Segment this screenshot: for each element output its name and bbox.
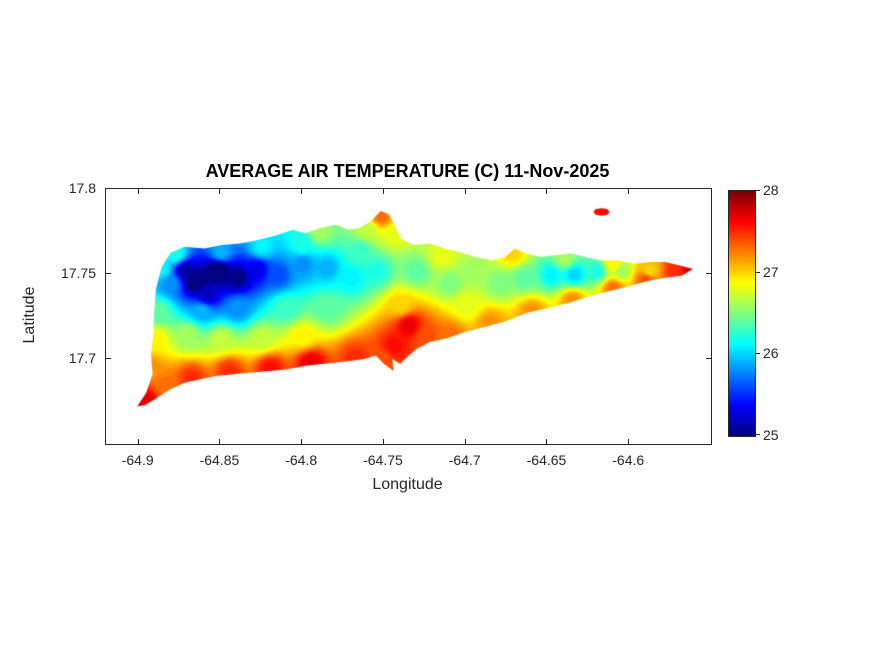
x-tick-mark [464, 439, 466, 444]
colorbar [728, 190, 756, 437]
colorbar-tick-mark [756, 434, 760, 435]
y-tick-mark [706, 188, 711, 189]
chart-title: AVERAGE AIR TEMPERATURE (C) 11-Nov-2025 [205, 161, 610, 181]
colorbar-canvas [729, 191, 755, 436]
x-tick-mark [546, 189, 548, 194]
colorbar-tick-label: 28 [763, 182, 779, 198]
colorbar-tick-mark [756, 190, 760, 191]
colorbar-tick-label: 26 [763, 345, 779, 362]
colorbar-tick-mark [756, 353, 760, 355]
colorbar-tick-mark [756, 271, 760, 273]
y-tick-label: 17.8 [68, 180, 96, 196]
x-tick-label: -64.85 [199, 452, 240, 468]
x-tick-mark [628, 189, 630, 194]
x-tick-label: -64.7 [448, 452, 481, 468]
plot-area [105, 188, 712, 445]
x-axis-label: Longitude [372, 476, 443, 493]
y-tick-mark [706, 273, 711, 274]
x-tick-label: -64.65 [526, 452, 567, 468]
colorbar-tick-label: 25 [763, 427, 779, 443]
y-tick-label: 17.7 [68, 350, 96, 366]
x-tick-mark [137, 189, 139, 194]
x-tick-label: -64.6 [612, 452, 645, 468]
x-tick-mark [382, 189, 384, 194]
x-tick-label: -64.9 [121, 452, 154, 468]
x-tick-label: -64.8 [285, 452, 318, 468]
x-tick-mark [301, 439, 303, 444]
x-tick-mark [137, 439, 139, 444]
x-tick-mark [628, 439, 630, 444]
heatmap-canvas [106, 189, 711, 444]
y-tick-mark [106, 358, 111, 359]
x-tick-mark [382, 439, 384, 444]
y-tick-mark [706, 358, 711, 359]
x-tick-mark [464, 189, 466, 194]
y-tick-mark [106, 188, 111, 189]
y-tick-label: 17.75 [60, 265, 96, 281]
x-tick-label: -64.75 [363, 452, 403, 468]
y-axis-label: Latitude [21, 286, 38, 344]
x-tick-mark [219, 439, 221, 444]
colorbar-tick-label: 27 [763, 263, 779, 280]
y-tick-mark [106, 273, 111, 274]
x-tick-mark [219, 189, 221, 194]
x-tick-mark [546, 439, 548, 444]
x-tick-mark [301, 189, 303, 194]
